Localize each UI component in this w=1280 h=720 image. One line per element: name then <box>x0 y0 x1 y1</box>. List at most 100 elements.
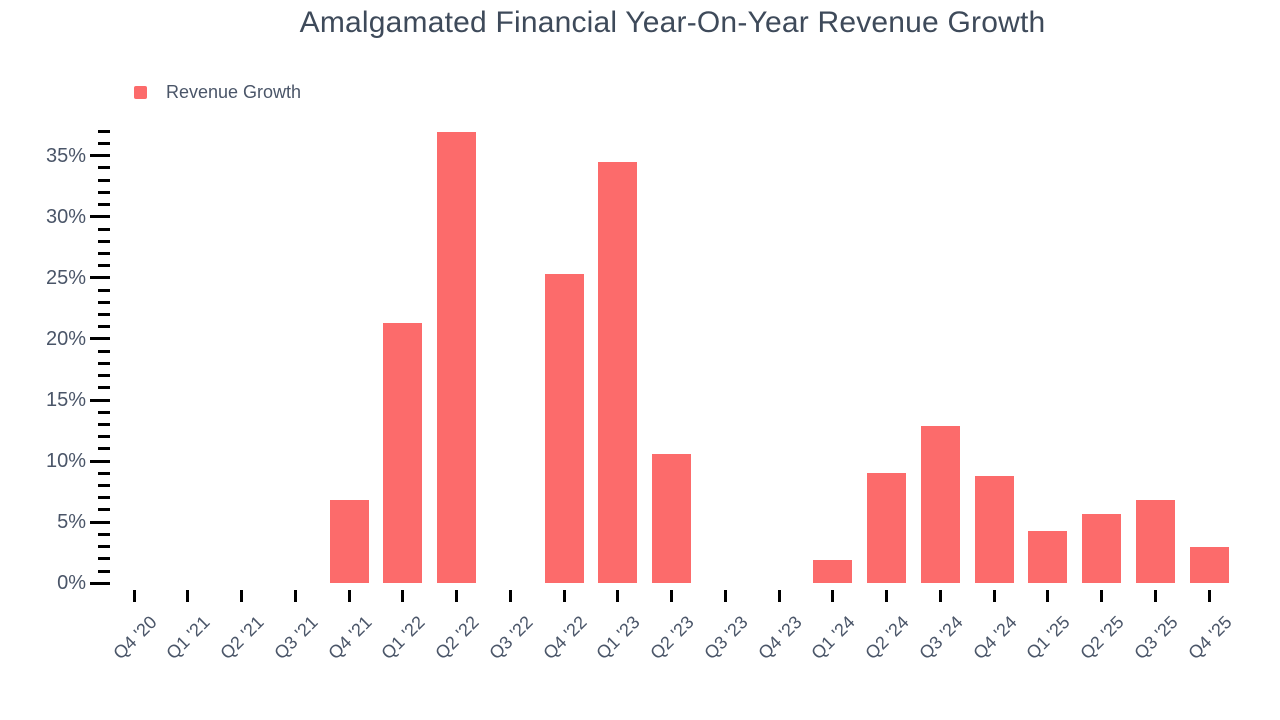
x-axis-tick <box>616 590 620 602</box>
bar <box>1189 546 1229 584</box>
y-axis-minor-tick <box>98 227 110 231</box>
y-axis-major-tick <box>90 154 110 158</box>
y-axis-tick-label: 35% <box>45 144 86 167</box>
x-axis-tick <box>240 590 243 602</box>
y-axis-minor-tick <box>98 386 110 390</box>
y-axis-major-tick <box>90 398 110 402</box>
y-axis-minor-tick <box>98 349 110 353</box>
x-axis-tick-label: Q3 '23 <box>700 612 752 664</box>
x-axis-tick <box>347 590 351 602</box>
bar <box>974 475 1014 584</box>
x-axis-tick <box>992 590 996 602</box>
y-axis-tick-label: 30% <box>45 205 86 228</box>
legend-label: Revenue Growth <box>166 81 302 102</box>
y-axis-minor-tick <box>98 508 110 512</box>
x-axis-tick <box>293 590 297 602</box>
x-axis-tick <box>777 590 781 602</box>
chart-title: Amalgamated Financial Year-On-Year Reven… <box>299 6 1046 39</box>
bar <box>383 323 423 584</box>
x-axis-tick-label: Q1 '25 <box>1022 612 1074 664</box>
x-axis-tick <box>831 590 835 602</box>
y-axis-minor-tick <box>98 447 110 451</box>
x-axis-tick <box>938 590 942 602</box>
y-axis-minor-tick <box>98 569 110 573</box>
x-axis-tick <box>186 590 190 602</box>
x-axis-tick-label: Q2 '25 <box>1076 612 1128 664</box>
y-axis-tick-label: 20% <box>45 327 86 350</box>
y-axis-minor-tick <box>98 325 110 329</box>
bar <box>329 500 369 584</box>
x-axis-tick-label: Q3 '21 <box>270 612 322 664</box>
x-axis-tick-label: Q4 '20 <box>108 612 161 664</box>
legend-swatch-icon <box>134 85 147 99</box>
y-axis-minor-tick <box>98 422 110 426</box>
y-axis-minor-tick <box>98 410 110 414</box>
y-axis-tick-label: 5% <box>57 511 86 534</box>
x-axis-tick-label: Q1 '23 <box>592 612 644 664</box>
y-axis-minor-tick <box>98 557 110 561</box>
y-axis-major-tick <box>90 459 110 463</box>
y-axis-minor-tick <box>98 361 110 365</box>
bar <box>544 274 584 584</box>
y-axis-minor-tick <box>98 484 110 488</box>
x-axis-tick <box>562 590 566 602</box>
x-axis-tick <box>455 590 458 602</box>
x-axis-tick-label: Q4 '25 <box>1183 612 1236 664</box>
y-axis-major-tick <box>90 215 110 219</box>
x-axis-tick <box>508 590 512 602</box>
bar <box>920 425 960 584</box>
x-axis-tick-label: Q2 '24 <box>861 612 913 664</box>
bar <box>813 560 853 584</box>
y-axis-major-tick <box>90 520 110 524</box>
x-axis-tick-label: Q4 '23 <box>753 612 806 664</box>
bar <box>598 161 638 584</box>
x-axis-tick <box>401 590 405 602</box>
bar <box>1028 530 1068 584</box>
y-axis-tick-label: 0% <box>57 572 86 595</box>
y-axis-minor-tick <box>98 496 110 500</box>
x-axis-tick <box>885 590 888 602</box>
x-axis-tick <box>670 590 673 602</box>
x-axis-tick <box>1046 590 1050 602</box>
bar <box>437 132 476 584</box>
y-axis-minor-tick <box>98 471 110 475</box>
x-axis-tick <box>1207 590 1211 602</box>
x-axis-tick <box>723 590 727 602</box>
y-axis-minor-tick <box>98 288 110 292</box>
bar <box>867 473 906 584</box>
y-axis-minor-tick <box>98 166 110 170</box>
y-axis-major-tick <box>90 337 110 341</box>
x-axis-tick-label: Q2 '22 <box>431 612 483 664</box>
y-axis-minor-tick <box>98 264 110 268</box>
bar <box>1135 500 1175 584</box>
y-axis-minor-tick <box>98 300 110 304</box>
y-axis-minor-tick <box>98 239 110 243</box>
x-axis-tick-label: Q4 '22 <box>538 612 591 664</box>
x-axis-tick <box>1153 590 1157 602</box>
x-axis-tick-label: Q4 '24 <box>968 612 1021 664</box>
y-axis-tick-label: 15% <box>45 389 86 412</box>
x-axis-tick-label: Q1 '21 <box>162 612 214 664</box>
y-axis-minor-tick <box>98 251 110 255</box>
y-axis-minor-tick <box>98 141 110 145</box>
x-axis-tick-label: Q2 '23 <box>646 612 698 664</box>
bar <box>652 453 691 584</box>
x-axis-tick-label: Q2 '21 <box>216 612 268 664</box>
y-axis-major-tick <box>90 581 110 585</box>
bar <box>1082 513 1121 584</box>
y-axis-minor-tick <box>98 435 110 439</box>
x-axis-tick <box>1100 590 1103 602</box>
x-axis-tick-label: Q3 '25 <box>1130 612 1182 664</box>
y-axis-minor-tick <box>98 532 110 536</box>
y-axis-minor-tick <box>98 313 110 317</box>
y-axis-minor-tick <box>98 190 110 194</box>
y-axis-major-tick <box>90 276 110 280</box>
x-axis-tick-label: Q1 '22 <box>377 612 429 664</box>
y-axis-minor-tick <box>98 545 110 549</box>
y-axis-minor-tick <box>98 129 110 133</box>
legend: Revenue Growth <box>134 81 302 102</box>
x-axis-tick <box>132 590 136 602</box>
x-axis-tick-label: Q4 '21 <box>323 612 376 664</box>
